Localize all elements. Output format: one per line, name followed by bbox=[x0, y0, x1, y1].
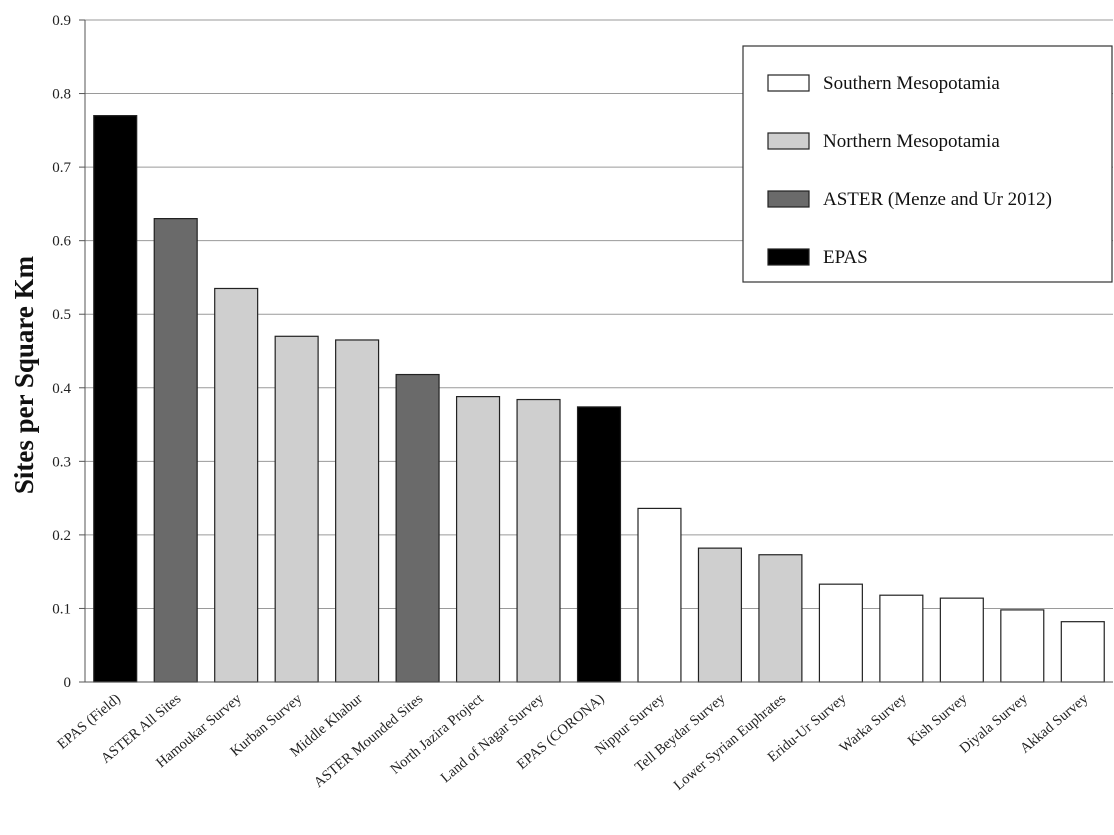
y-tick-label: 0.8 bbox=[52, 87, 71, 103]
x-tick-label: Lower Syrian Euphrates bbox=[671, 691, 790, 794]
legend-swatch bbox=[767, 248, 810, 266]
bar bbox=[516, 398, 561, 683]
y-tick-label: 0 bbox=[64, 675, 72, 691]
bar bbox=[274, 335, 319, 683]
legend-label: Southern Mesopotamia bbox=[823, 73, 1000, 94]
legend-label: Northern Mesopotamia bbox=[823, 131, 1000, 152]
bar bbox=[455, 396, 501, 683]
y-tick-label: 0.9 bbox=[52, 13, 71, 29]
y-axis-title: Sites per Square Km bbox=[9, 255, 39, 494]
y-axis-ticks: 0 0.1 0.2 0.3 0.4 0.5 0.6 0.7 0.8 0.9 bbox=[52, 13, 85, 691]
x-tick-label: ASTER Mounded Sites bbox=[311, 691, 426, 792]
bar bbox=[818, 583, 863, 683]
bar bbox=[93, 115, 138, 683]
y-tick-label: 0.2 bbox=[52, 528, 71, 544]
bar bbox=[1000, 609, 1045, 683]
bar bbox=[214, 287, 259, 683]
bar bbox=[939, 597, 984, 683]
x-tick-label: Warka Survey bbox=[837, 690, 911, 756]
y-tick-label: 0.3 bbox=[52, 454, 71, 470]
bar bbox=[395, 373, 440, 683]
legend: Southern Mesopotamia Northern Mesopotamia… bbox=[742, 45, 1113, 283]
legend-swatch bbox=[767, 132, 810, 150]
y-tick-label: 0.6 bbox=[52, 234, 71, 250]
y-tick-label: 0.1 bbox=[52, 601, 71, 617]
bar bbox=[153, 218, 198, 683]
bar bbox=[879, 594, 924, 683]
bar bbox=[1060, 621, 1105, 683]
legend-swatch bbox=[767, 74, 810, 92]
bar bbox=[335, 339, 380, 683]
x-tick-label: Land of Nagar Survey bbox=[438, 690, 548, 786]
bar bbox=[637, 507, 682, 683]
bar bbox=[697, 547, 743, 683]
bar bbox=[576, 406, 622, 683]
bars bbox=[93, 115, 1105, 683]
legend-label: ASTER (Menze and Ur 2012) bbox=[823, 189, 1052, 210]
y-tick-label: 0.5 bbox=[52, 307, 71, 323]
legend-swatch bbox=[767, 190, 810, 208]
legend-label: EPAS bbox=[823, 247, 868, 268]
y-tick-label: 0.7 bbox=[52, 160, 71, 176]
bar bbox=[758, 554, 803, 683]
y-tick-label: 0.4 bbox=[52, 381, 71, 397]
